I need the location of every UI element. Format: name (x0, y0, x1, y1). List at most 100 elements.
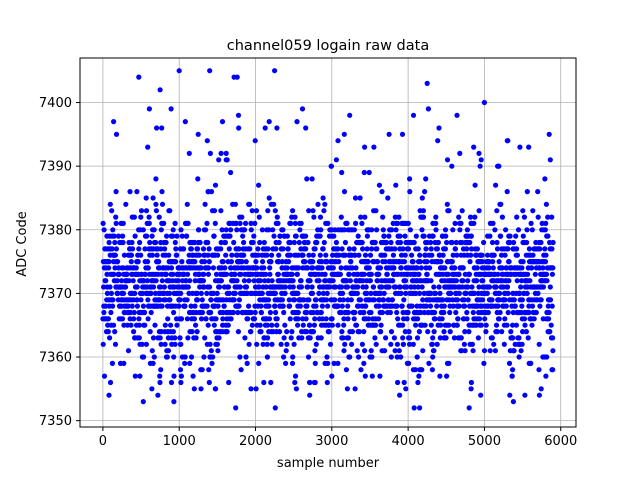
data-point (210, 265, 216, 271)
data-point (468, 252, 474, 258)
data-point (287, 303, 293, 309)
data-point (108, 309, 114, 316)
data-point (189, 329, 195, 335)
data-point (200, 246, 207, 252)
data-point (251, 233, 257, 239)
data-point (265, 297, 272, 303)
data-point (444, 201, 450, 207)
data-point (172, 220, 178, 226)
data-point (101, 284, 107, 290)
data-point (484, 290, 490, 296)
data-point (415, 379, 421, 386)
data-point (392, 214, 398, 220)
data-point (316, 290, 322, 296)
data-point (290, 284, 296, 290)
data-point (342, 252, 348, 258)
data-point (265, 246, 271, 252)
data-point (474, 246, 480, 252)
data-point (300, 252, 306, 258)
data-point (111, 233, 117, 239)
data-point (454, 252, 460, 258)
data-point (550, 265, 556, 271)
data-point (398, 265, 404, 271)
data-point (366, 169, 372, 176)
data-point (332, 284, 338, 290)
data-point (278, 341, 284, 347)
data-point (323, 252, 329, 258)
data-point (489, 239, 496, 246)
data-point (149, 348, 155, 354)
data-point (538, 239, 544, 246)
data-point (218, 208, 224, 214)
data-point (520, 208, 526, 214)
data-point (347, 112, 353, 118)
data-point (372, 239, 378, 246)
data-point (258, 309, 264, 316)
data-point (266, 195, 272, 201)
data-point (229, 252, 235, 258)
data-point (194, 290, 200, 296)
data-point-outlier (536, 392, 543, 398)
data-point (516, 335, 522, 341)
data-point (159, 125, 165, 131)
data-point (365, 259, 371, 265)
data-point (304, 176, 310, 182)
data-point (131, 316, 137, 322)
data-point (502, 252, 508, 258)
data-point (478, 322, 484, 328)
data-point (364, 233, 370, 239)
data-point (196, 271, 202, 277)
data-point (310, 259, 316, 265)
data-point (464, 246, 470, 252)
data-point (364, 246, 370, 252)
data-point (258, 303, 264, 309)
data-point (162, 246, 168, 252)
data-point (363, 303, 369, 309)
data-point (193, 322, 199, 328)
data-point (428, 239, 434, 246)
data-point (112, 265, 118, 271)
data-point (239, 214, 245, 220)
data-point (353, 322, 360, 328)
data-point (248, 227, 254, 233)
data-point (548, 322, 554, 328)
data-point-outlier (140, 399, 146, 405)
data-point (241, 252, 247, 258)
data-point-outlier (417, 405, 423, 411)
data-point (158, 341, 164, 347)
data-point-outlier (272, 405, 278, 411)
data-point (535, 214, 541, 220)
data-point (237, 284, 243, 290)
data-point (397, 392, 403, 398)
data-point (517, 144, 523, 150)
data-point (181, 246, 187, 252)
data-point (206, 379, 212, 386)
data-point (168, 322, 174, 328)
data-point (456, 290, 462, 296)
data-point (106, 239, 112, 246)
data-point (368, 290, 374, 296)
data-point (382, 259, 388, 265)
y-tick-label: 7360 (39, 351, 72, 366)
data-point (371, 144, 377, 150)
data-point (358, 214, 364, 220)
data-point (341, 131, 347, 137)
data-point (146, 106, 152, 112)
data-point (544, 354, 550, 360)
data-point (216, 157, 222, 163)
data-point (501, 341, 507, 347)
data-point (363, 284, 369, 290)
data-point (177, 335, 183, 341)
data-point (429, 367, 435, 373)
data-point (535, 290, 541, 296)
data-point (311, 322, 317, 328)
data-point (240, 233, 246, 239)
data-point (243, 284, 250, 290)
data-point (251, 316, 258, 322)
data-point (299, 106, 306, 112)
data-point (471, 220, 477, 226)
data-point (124, 271, 130, 277)
data-point (519, 265, 525, 271)
data-point (369, 227, 375, 233)
data-point (546, 131, 552, 137)
